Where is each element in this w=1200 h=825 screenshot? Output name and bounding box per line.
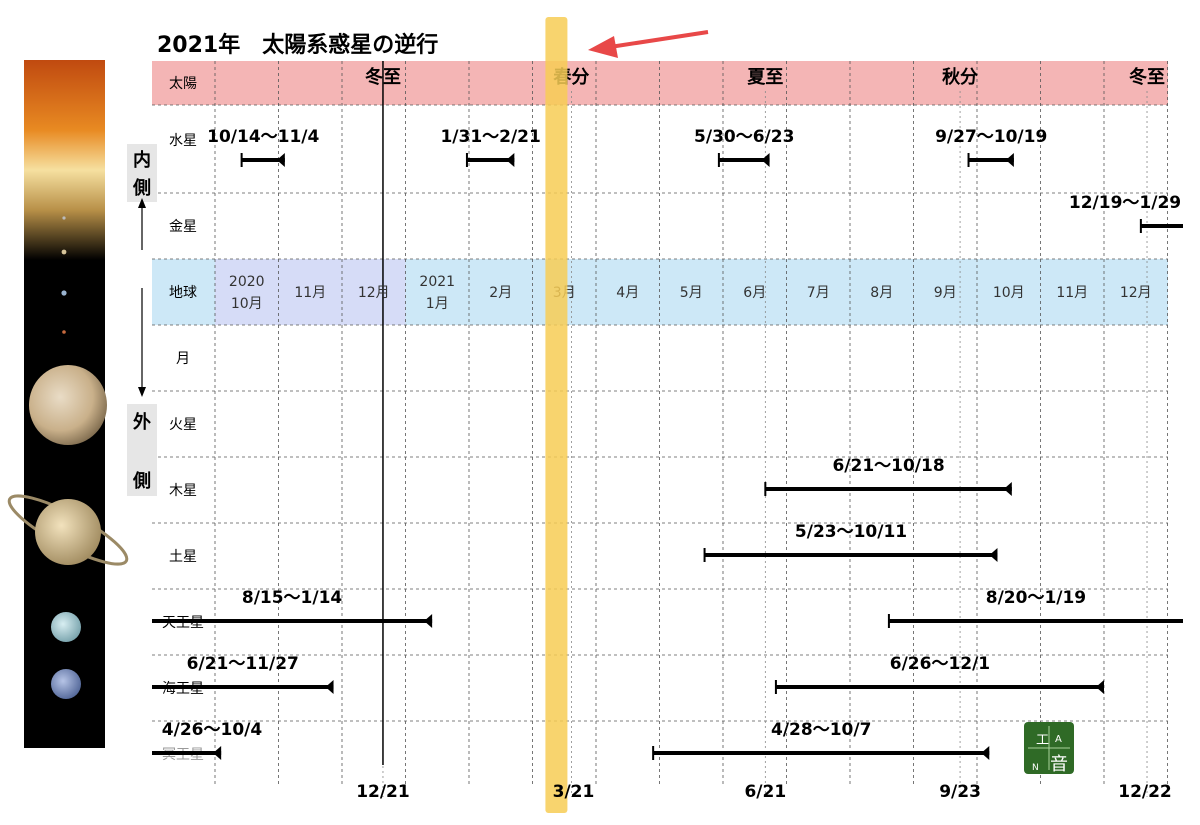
month-label: 7月 (807, 285, 830, 301)
row-label: 太陽 (169, 76, 197, 92)
retrograde-end-arrow (989, 548, 998, 562)
inner-label-char: 側 (132, 177, 151, 199)
highlight-band (545, 17, 568, 813)
month-label: 11月 (294, 285, 326, 301)
row-label: 地球 (169, 285, 197, 301)
month-label: 2月 (489, 285, 512, 301)
retrograde-end-arrow (981, 746, 990, 760)
month-label: 9月 (934, 285, 957, 301)
season-label: 夏至 (747, 67, 783, 88)
row-label: 水星 (169, 133, 197, 149)
month-label: 8月 (870, 285, 893, 301)
pointer-arrow (588, 30, 709, 58)
mars-dot (62, 330, 66, 334)
inner-label-char: 内 (133, 149, 151, 171)
retrograde-range-label: 4/28〜10/7 (771, 720, 871, 740)
logo-right-glyph: A (1055, 734, 1062, 745)
outer-arrow-head (138, 387, 146, 397)
season-label: 秋分 (942, 66, 978, 88)
month-label: 1月 (426, 296, 449, 312)
logo-top-glyph: 工 (1036, 733, 1049, 748)
retrograde-end-arrow (1003, 482, 1012, 496)
logo-bottom-glyph: N (1032, 763, 1039, 773)
logo-main-glyph: 音 (1050, 754, 1068, 775)
uranus-image (51, 612, 81, 642)
outer-label-char: 外 (133, 411, 151, 433)
chart-title: 2021年 太陽系惑星の逆行 (157, 32, 438, 58)
season-label: 冬至 (365, 66, 401, 88)
outer-label-char: 側 (132, 470, 151, 492)
retrograde-end-arrow (276, 153, 285, 167)
row-label: 土星 (169, 549, 197, 565)
inner-arrow-head (138, 198, 146, 208)
retrograde-range-label: 10/14〜11/4 (207, 127, 319, 147)
retrograde-range-label: 8/15〜1/14 (242, 588, 343, 608)
retrograde-end-arrow (213, 746, 222, 760)
month-label: 6月 (743, 285, 766, 301)
row-label: 月 (176, 351, 190, 367)
retrograde-range-label: 4/26〜10/4 (162, 720, 263, 740)
planet-strip-image (7, 60, 129, 748)
retrograde-range-label: 1/31〜2/21 (440, 127, 540, 147)
retrograde-range-label: 6/21〜11/27 (187, 654, 299, 674)
retrograde-range-label: 9/27〜10/19 (935, 127, 1047, 147)
retrograde-range-label: 8/20〜1/19 (986, 588, 1086, 608)
retrograde-end-arrow (1005, 153, 1014, 167)
month-label: 5月 (680, 285, 703, 301)
season-label: 冬至 (1129, 66, 1165, 88)
month-label: 10月 (231, 296, 263, 312)
bottom-date-label: 12/21 (356, 782, 410, 802)
month-label: 10月 (993, 285, 1025, 301)
month-label: 2021 (419, 274, 455, 290)
bottom-date-label: 3/21 (553, 782, 595, 802)
row-label: 木星 (169, 483, 197, 499)
retrograde-range-label: 5/30〜6/23 (694, 127, 794, 147)
inner-label-box (127, 144, 157, 202)
sun-row-band (152, 61, 1168, 105)
neptune-image (51, 669, 81, 699)
bottom-date-label: 6/21 (744, 782, 786, 802)
month-label: 12月 (358, 285, 390, 301)
outer-label-box (127, 404, 157, 496)
earth-2020-months-band (215, 259, 406, 325)
month-label: 4月 (616, 285, 639, 301)
saturn-image (35, 499, 101, 565)
month-label: 12月 (1120, 285, 1152, 301)
month-label: 11月 (1056, 285, 1088, 301)
retrograde-end-arrow (424, 614, 433, 628)
retrograde-end-arrow (1096, 680, 1104, 694)
venus-dot (61, 249, 67, 255)
retrograde-end-arrow (761, 153, 770, 167)
row-label: 金星 (169, 219, 197, 235)
bottom-date-label: 12/22 (1118, 782, 1172, 802)
row-label: 火星 (169, 417, 197, 433)
jupiter-image (29, 365, 107, 445)
retrograde-end-arrow (506, 153, 515, 167)
logo: 工 A N 音 (1024, 722, 1074, 775)
earth-dot (61, 290, 67, 296)
month-label: 2020 (229, 274, 265, 290)
retrograde-end-arrow (325, 680, 334, 694)
retrograde-range-label: 12/19〜1/29 (1069, 193, 1181, 213)
retrograde-range-label: 5/23〜10/11 (795, 522, 907, 542)
bottom-date-label: 9/23 (939, 782, 981, 802)
retrograde-range-label: 6/21〜10/18 (832, 456, 944, 476)
retrograde-range-label: 6/26〜12/1 (890, 654, 990, 674)
mercury-dot (62, 216, 66, 220)
